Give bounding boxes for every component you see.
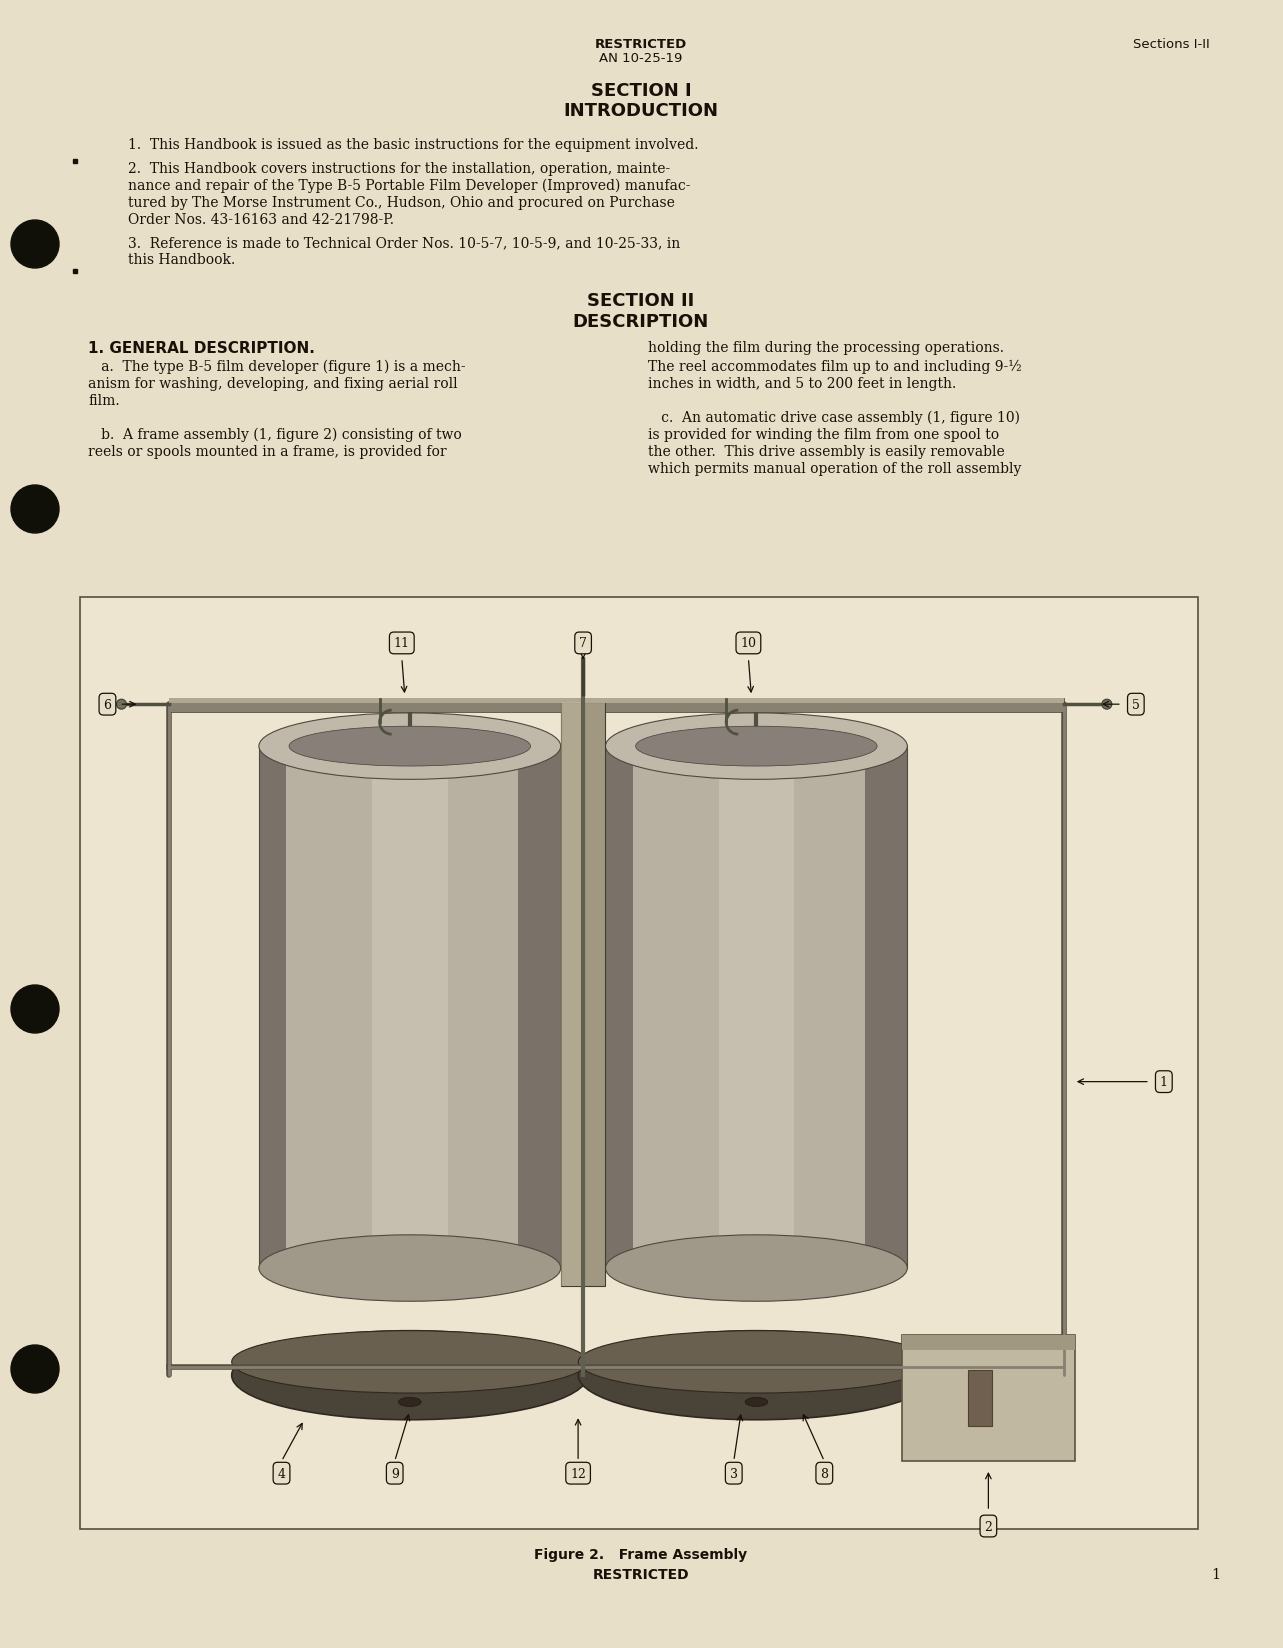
Text: DESCRIPTION: DESCRIPTION bbox=[574, 313, 709, 331]
Circle shape bbox=[12, 986, 59, 1033]
Text: anism for washing, developing, and fixing aerial roll: anism for washing, developing, and fixin… bbox=[89, 377, 458, 391]
Circle shape bbox=[12, 221, 59, 269]
Text: INTRODUCTION: INTRODUCTION bbox=[563, 102, 718, 120]
Text: RESTRICTED: RESTRICTED bbox=[593, 1567, 689, 1580]
Ellipse shape bbox=[117, 700, 127, 710]
Text: 1: 1 bbox=[1160, 1076, 1168, 1088]
Text: 4: 4 bbox=[277, 1467, 286, 1480]
Bar bbox=[169, 699, 1064, 712]
Bar bbox=[372, 747, 448, 1269]
Ellipse shape bbox=[399, 1398, 421, 1407]
Bar bbox=[902, 1335, 1075, 1462]
Text: RESTRICTED: RESTRICTED bbox=[595, 38, 688, 51]
Text: 2: 2 bbox=[984, 1519, 992, 1533]
Ellipse shape bbox=[289, 727, 531, 766]
Bar bbox=[902, 1335, 1075, 1350]
Text: AN 10-25-19: AN 10-25-19 bbox=[599, 53, 683, 64]
Text: b.  A frame assembly (1, figure 2) consisting of two: b. A frame assembly (1, figure 2) consis… bbox=[89, 428, 462, 442]
Bar bbox=[606, 747, 907, 1269]
Text: reels or spools mounted in a frame, is provided for: reels or spools mounted in a frame, is p… bbox=[89, 445, 446, 458]
Circle shape bbox=[12, 486, 59, 534]
Text: 3.  Reference is made to Technical Order Nos. 10-5-7, 10-5-9, and 10-25-33, in: 3. Reference is made to Technical Order … bbox=[128, 236, 680, 250]
Bar bbox=[606, 747, 633, 1269]
Text: 9: 9 bbox=[391, 1467, 399, 1480]
Bar bbox=[259, 747, 286, 1269]
Ellipse shape bbox=[579, 1332, 934, 1393]
Text: 3: 3 bbox=[730, 1467, 738, 1480]
Text: 12: 12 bbox=[570, 1467, 586, 1480]
Ellipse shape bbox=[232, 1332, 588, 1393]
Text: 11: 11 bbox=[394, 638, 409, 649]
Bar bbox=[865, 747, 907, 1269]
Text: 7: 7 bbox=[579, 638, 588, 649]
Text: holding the film during the processing operations.: holding the film during the processing o… bbox=[648, 341, 1005, 354]
Text: Order Nos. 43-16163 and 42-21798-P.: Order Nos. 43-16163 and 42-21798-P. bbox=[128, 213, 394, 227]
Bar bbox=[80, 598, 1198, 1529]
Text: SECTION I: SECTION I bbox=[590, 82, 692, 101]
Text: 5: 5 bbox=[1132, 699, 1139, 712]
Text: which permits manual operation of the roll assembly: which permits manual operation of the ro… bbox=[648, 461, 1021, 476]
Ellipse shape bbox=[579, 1332, 934, 1421]
Text: Sections I-II: Sections I-II bbox=[1133, 38, 1210, 51]
Ellipse shape bbox=[1102, 700, 1112, 710]
Text: is provided for winding the film from one spool to: is provided for winding the film from on… bbox=[648, 428, 999, 442]
Bar bbox=[718, 747, 794, 1269]
Text: a.  The type B-5 film developer (figure 1) is a mech-: a. The type B-5 film developer (figure 1… bbox=[89, 359, 466, 374]
Text: The reel accommodates film up to and including 9-½: The reel accommodates film up to and inc… bbox=[648, 359, 1021, 374]
Text: Figure 2.   Frame Assembly: Figure 2. Frame Assembly bbox=[535, 1547, 748, 1561]
Text: inches in width, and 5 to 200 feet in length.: inches in width, and 5 to 200 feet in le… bbox=[648, 377, 956, 391]
Bar bbox=[606, 747, 907, 1269]
Bar bbox=[561, 702, 606, 1285]
Ellipse shape bbox=[745, 1398, 767, 1407]
Ellipse shape bbox=[606, 714, 907, 780]
Text: 1: 1 bbox=[1211, 1567, 1220, 1580]
Text: tured by The Morse Instrument Co., Hudson, Ohio and procured on Purchase: tured by The Morse Instrument Co., Hudso… bbox=[128, 196, 675, 209]
Text: c.  An automatic drive case assembly (1, figure 10): c. An automatic drive case assembly (1, … bbox=[648, 410, 1020, 425]
Text: the other.  This drive assembly is easily removable: the other. This drive assembly is easily… bbox=[648, 445, 1005, 458]
Text: 8: 8 bbox=[820, 1467, 829, 1480]
Bar bbox=[259, 747, 561, 1269]
Ellipse shape bbox=[606, 1234, 907, 1302]
Ellipse shape bbox=[232, 1332, 588, 1421]
Text: film.: film. bbox=[89, 394, 119, 407]
Text: 1.  This Handbook is issued as the basic instructions for the equipment involved: 1. This Handbook is issued as the basic … bbox=[128, 138, 698, 152]
Text: 1. GENERAL DESCRIPTION.: 1. GENERAL DESCRIPTION. bbox=[89, 341, 314, 356]
Text: 10: 10 bbox=[740, 638, 757, 649]
Text: 6: 6 bbox=[104, 699, 112, 712]
Ellipse shape bbox=[635, 727, 878, 766]
Bar bbox=[967, 1371, 992, 1426]
Text: 2.  This Handbook covers instructions for the installation, operation, mainte-: 2. This Handbook covers instructions for… bbox=[128, 162, 670, 176]
Ellipse shape bbox=[259, 714, 561, 780]
Circle shape bbox=[12, 1345, 59, 1393]
Bar bbox=[169, 699, 1064, 704]
Bar bbox=[561, 702, 581, 1285]
Ellipse shape bbox=[259, 1234, 561, 1302]
Bar bbox=[259, 747, 561, 1269]
Bar bbox=[518, 747, 561, 1269]
Text: nance and repair of the Type B-5 Portable Film Developer (Improved) manufac-: nance and repair of the Type B-5 Portabl… bbox=[128, 180, 690, 193]
Text: SECTION II: SECTION II bbox=[588, 292, 694, 310]
Text: this Handbook.: this Handbook. bbox=[128, 252, 235, 267]
